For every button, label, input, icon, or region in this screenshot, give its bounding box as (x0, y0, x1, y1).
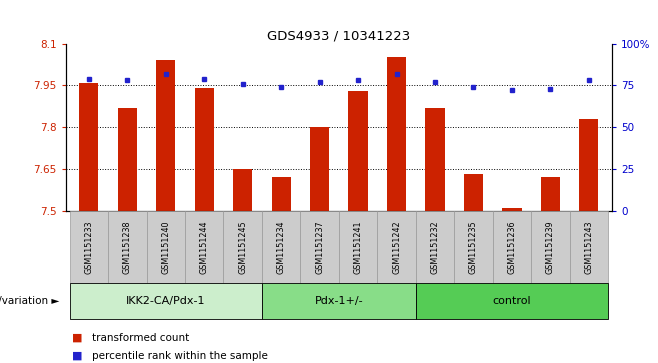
Bar (108, 211, 147, 283)
Bar (416, 211, 454, 283)
Text: GSM1151242: GSM1151242 (392, 220, 401, 274)
Bar (70, 211, 108, 283)
Bar (185, 211, 224, 283)
Text: GSM1151243: GSM1151243 (584, 220, 594, 274)
Text: genotype/variation ►: genotype/variation ► (0, 296, 59, 306)
Bar (493, 211, 531, 283)
Bar (272, 177, 291, 211)
Text: GSM1151244: GSM1151244 (200, 220, 209, 274)
Bar (79, 82, 99, 211)
Text: GSM1151239: GSM1151239 (546, 220, 555, 274)
Text: GSM1151241: GSM1151241 (353, 220, 363, 274)
Bar (502, 208, 522, 211)
Bar (156, 60, 176, 211)
Text: GSM1151233: GSM1151233 (84, 220, 93, 274)
Text: GSM1151236: GSM1151236 (507, 220, 517, 274)
Bar (224, 211, 262, 283)
Text: GSM1151237: GSM1151237 (315, 220, 324, 274)
Bar (531, 211, 570, 283)
Text: percentile rank within the sample: percentile rank within the sample (92, 351, 268, 361)
Bar (541, 177, 560, 211)
Text: IKK2-CA/Pdx-1: IKK2-CA/Pdx-1 (126, 296, 205, 306)
Bar (426, 107, 445, 211)
Text: Pdx-1+/-: Pdx-1+/- (315, 296, 363, 306)
Bar (262, 283, 416, 319)
Bar (387, 57, 406, 211)
Text: control: control (493, 296, 531, 306)
Bar (262, 211, 301, 283)
Bar (70, 283, 262, 319)
Bar (349, 91, 368, 211)
Bar (301, 211, 339, 283)
Text: transformed count: transformed count (92, 333, 190, 343)
Bar (233, 169, 252, 211)
Text: GSM1151234: GSM1151234 (276, 220, 286, 274)
Bar (377, 211, 416, 283)
Text: ■: ■ (72, 351, 83, 361)
Bar (195, 88, 214, 211)
Bar (416, 283, 608, 319)
Bar (118, 107, 137, 211)
Bar (464, 174, 483, 211)
Text: GSM1151235: GSM1151235 (469, 220, 478, 274)
Text: ■: ■ (72, 333, 83, 343)
Text: GSM1151245: GSM1151245 (238, 220, 247, 274)
Bar (147, 211, 185, 283)
Text: GSM1151240: GSM1151240 (161, 220, 170, 274)
Bar (570, 211, 608, 283)
Bar (339, 211, 377, 283)
Text: GSM1151232: GSM1151232 (430, 220, 440, 274)
Text: GSM1151238: GSM1151238 (123, 220, 132, 274)
Bar (579, 119, 599, 211)
Bar (310, 127, 329, 211)
Title: GDS4933 / 10341223: GDS4933 / 10341223 (267, 29, 411, 42)
Bar (454, 211, 493, 283)
